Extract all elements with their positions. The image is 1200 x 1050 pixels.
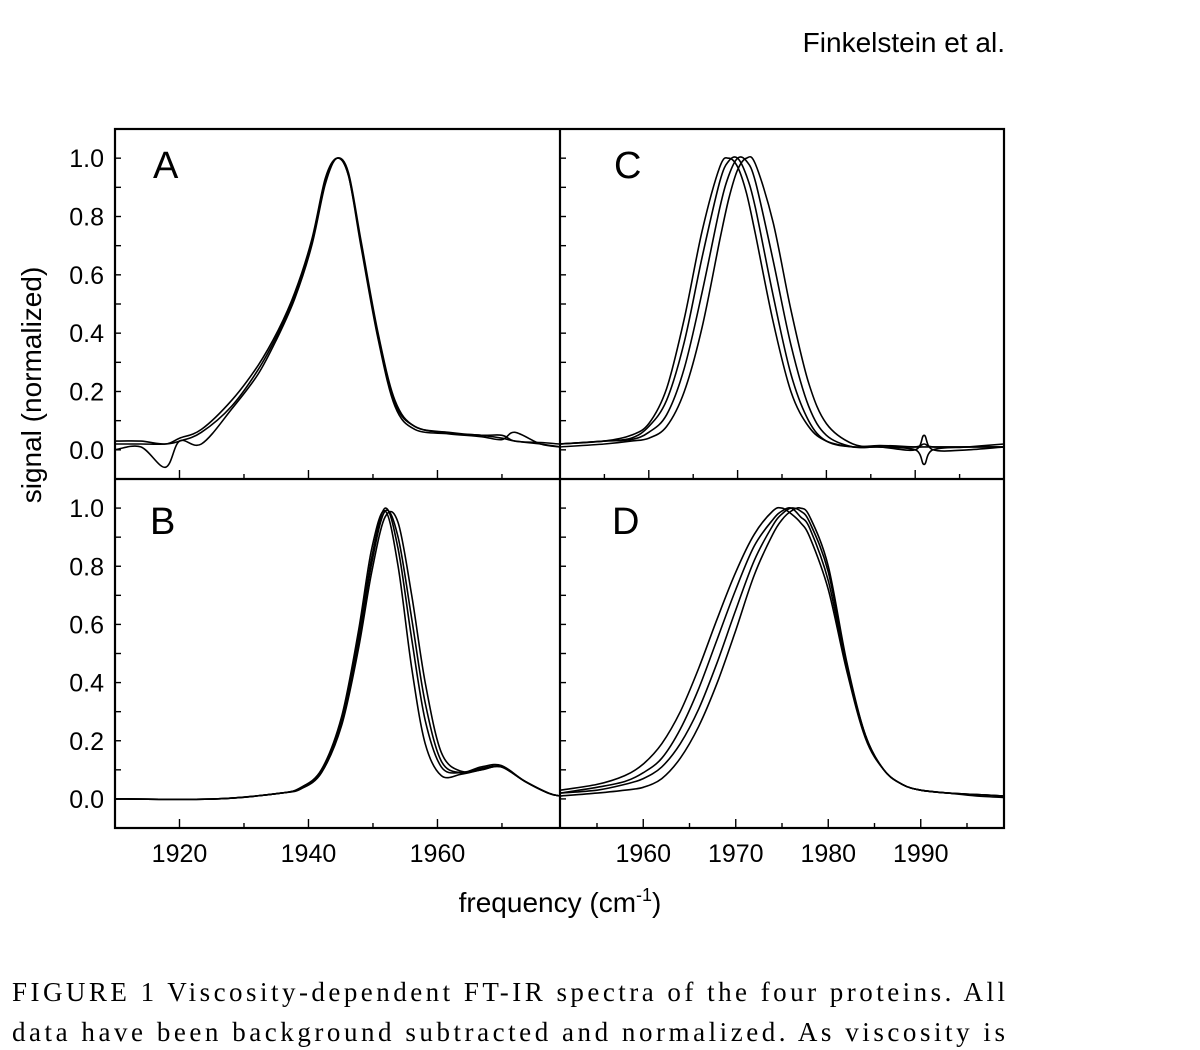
- caption-line-2: data have been background subtracted and…: [12, 1017, 1005, 1047]
- panel-b-spectrum-4: [114, 510, 561, 801]
- x-tick-label: 1940: [281, 840, 337, 868]
- y-tick-label: 0.4: [69, 670, 104, 698]
- panel-d-spectrum-1: [559, 506, 1005, 797]
- y-tick-label: 1.0: [69, 495, 104, 523]
- x-tick-label: 1980: [800, 840, 856, 868]
- panel-a-spectrum-1: [115, 157, 561, 448]
- panel-b-spectrum-3: [114, 509, 561, 801]
- y-tick-labels-bottom: 0.0 0.2 0.4 0.6 0.8 1.0: [69, 495, 104, 814]
- y-tick-label: 0.2: [69, 728, 104, 756]
- panel-b-curves: [114, 507, 561, 801]
- panel-d-curves: [559, 506, 1005, 799]
- x-axis-label: frequency (cm-1): [459, 885, 662, 918]
- x-tick-label: 1970: [708, 840, 764, 868]
- x-tick-label: 1960: [410, 840, 466, 868]
- panel-label-c: C: [614, 145, 641, 187]
- x-tick-labels: 1920 1940 1960 1960 1970 1980 1990: [152, 840, 949, 868]
- y-tick-labels-top: 0.0 0.2 0.4 0.6 0.8 1.0: [69, 145, 104, 465]
- y-tick-label: 0.6: [69, 262, 104, 290]
- axis-ticks: [115, 157, 968, 828]
- panel-b-spectrum-2: [114, 507, 561, 801]
- panel-a-spectrum-2: [114, 157, 561, 445]
- x-axis-label-main: frequency (cm: [459, 887, 636, 918]
- y-tick-label: 1.0: [69, 145, 104, 173]
- x-tick-label: 1920: [152, 840, 208, 868]
- y-tick-label: 0.0: [69, 786, 104, 814]
- x-axis-label-end: ): [652, 887, 661, 918]
- panel-d-spectrum-3: [559, 507, 1005, 797]
- panel-b-spectrum-1: [114, 510, 561, 801]
- panel-a-curves: [114, 157, 561, 469]
- y-axis-label: signal (normalized): [16, 267, 47, 504]
- panel-d-spectrum-4: [559, 507, 1005, 799]
- caption-line-1: FIGURE 1 Viscosity-dependent FT-IR spect…: [12, 977, 1005, 1007]
- panel-a-spectrum-3: [114, 157, 561, 469]
- y-tick-label: 0.8: [69, 553, 104, 581]
- panel-c-spectrum-3: [559, 156, 1005, 452]
- y-tick-label: 0.0: [69, 437, 104, 465]
- y-tick-label: 0.4: [69, 320, 104, 348]
- running-head: Finkelstein et al.: [803, 27, 1005, 58]
- panel-c-curves: [559, 155, 1005, 466]
- x-tick-label: 1990: [893, 840, 949, 868]
- panel-label-b: B: [150, 501, 175, 543]
- panel-label-d: D: [612, 501, 639, 543]
- y-tick-label: 0.6: [69, 611, 104, 639]
- panel-d-spectrum-2: [559, 507, 1005, 797]
- panel-label-a: A: [153, 145, 179, 187]
- panel-c-spectrum-4: [559, 155, 1005, 466]
- x-axis-label-superscript: -1: [636, 885, 652, 905]
- y-tick-label: 0.8: [69, 204, 104, 232]
- x-tick-label: 1960: [615, 840, 671, 868]
- spectra-curves: [114, 155, 1005, 801]
- y-tick-label: 0.2: [69, 379, 104, 407]
